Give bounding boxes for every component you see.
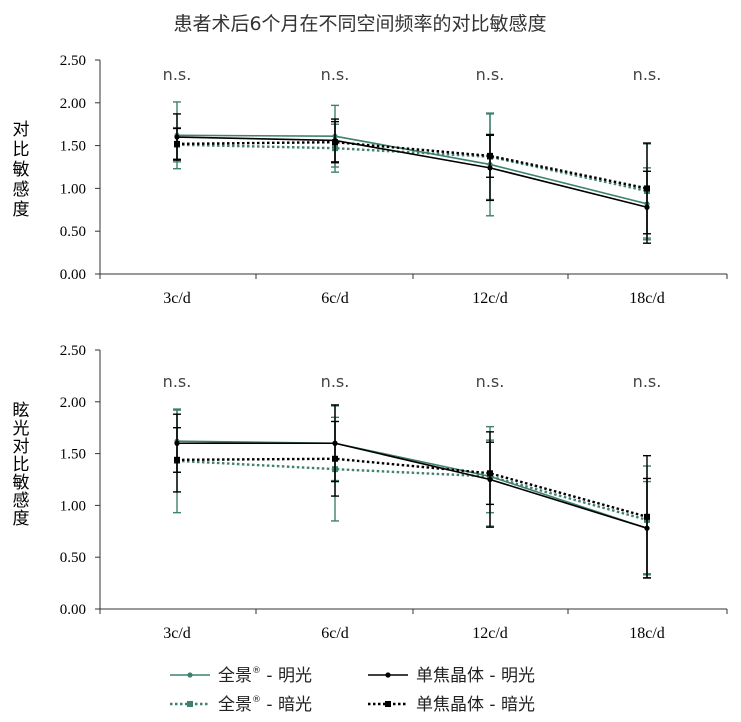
panel-contrast-sensitivity: 0.00 0.50 1.00 1.50 2.00 2.50 3c/d 6c/d 12c/d 18c… [13,53,728,307]
series-line [176,134,648,205]
legend: 全景® - 明光 全景® - 暗光 单焦晶体 - 明光 单焦晶体 - 暗光 [170,666,535,715]
series-line [176,140,648,190]
series-pan-bright [173,405,651,576]
y-axis-label-char: 感 [13,180,30,200]
data-point [487,152,493,159]
chart-title: 患者术后6个月在不同空间频率的对比敏感度 [173,13,546,35]
y-tick-label: 2.50 [60,343,86,359]
y-tick-label: 0.50 [60,224,86,240]
data-point [174,140,180,147]
significance-label: n.s. [163,65,192,84]
y-tick-label: 1.00 [60,181,86,197]
series-line [176,440,648,529]
x-tick-label: 6c/d [321,625,349,642]
x-tick-label: 6c/d [321,290,349,307]
y-axis-label-char: 度 [13,200,30,220]
legend-item-mono-bright: 单焦晶体 - 明光 [368,666,535,686]
legend-label-pan-bright: 全景® - 明光 [218,666,312,686]
significance-label: n.s. [476,65,505,84]
legend-item-pan-bright: 全景® - 明光 [170,666,312,686]
y-axis-label-char: 感 [13,491,30,511]
y-axis-label-char: 度 [13,509,30,529]
y-tick-label: 1.50 [60,447,86,463]
series-mono-dark [173,420,651,579]
significance-label: n.s. [476,372,505,391]
y-tick-label: 1.50 [60,139,86,155]
y-tick-label: 2.00 [60,395,86,411]
legend-label-mono-dark: 单焦晶体 - 暗光 [416,695,535,715]
y-axis-label-char: 敏 [13,473,30,493]
y-axis-label-char: 对 [13,437,30,457]
legend-item-mono-dark: 单焦晶体 - 暗光 [368,695,535,715]
data-point [644,513,650,520]
y-tick-label: 0.50 [60,550,86,566]
x-tick-label: 18c/d [629,625,665,642]
series-line [176,143,648,193]
data-point [487,470,493,477]
y-tick-label: 2.00 [60,96,86,112]
y-tick-label: 0.00 [60,602,86,618]
data-point [644,185,650,192]
series-line [176,136,648,209]
x-tick-label: 3c/d [163,290,191,307]
legend-marker-pan-bright [187,672,193,678]
series-mono-bright [173,113,651,244]
series-mono-dark [173,120,651,235]
x-tick-label: 12c/d [472,625,508,642]
significance-label: n.s. [163,372,192,391]
series-pan-dark [173,113,651,239]
legend-label-mono-bright: 单焦晶体 - 明光 [416,666,535,686]
legend-marker-mono-bright [385,672,391,678]
y-tick-label: 0.00 [60,267,86,283]
series-pan-bright [173,101,651,241]
y-axis-label-char: 对 [13,120,30,140]
x-tick-label: 12c/d [472,290,508,307]
significance-label: n.s. [321,372,350,391]
x-tick-label: 3c/d [163,625,191,642]
series-line [177,442,648,529]
significance-label: n.s. [633,65,662,84]
series-line [176,459,648,522]
series-line [176,457,648,518]
legend-marker-pan-dark [187,701,193,707]
y-axis-label-char: 敏 [13,160,30,180]
series-mono-bright [173,404,651,579]
y-tick-label: 1.00 [60,498,86,514]
y-axis-label-char: 比 [13,140,30,160]
legend-label-pan-dark: 全景® - 暗光 [218,695,312,715]
panel-glare-contrast-sensitivity: 0.00 0.50 1.00 1.50 2.00 2.50 3c/d 6c/d 12c/d 18c… [13,343,728,642]
data-point [332,139,338,146]
y-axis-label-char: 眩 [13,401,30,421]
data-point [174,456,180,463]
x-tick-label: 18c/d [629,290,665,307]
legend-item-pan-dark: 全景® - 暗光 [170,695,312,715]
data-point [332,455,338,462]
legend-marker-mono-dark [385,701,391,707]
y-tick-label: 2.50 [60,53,86,69]
y-axis-label-char: 光 [13,419,30,439]
significance-label: n.s. [321,65,350,84]
significance-label: n.s. [633,372,662,391]
y-axis-label-char: 比 [13,455,30,475]
series-pan-dark [173,408,651,575]
